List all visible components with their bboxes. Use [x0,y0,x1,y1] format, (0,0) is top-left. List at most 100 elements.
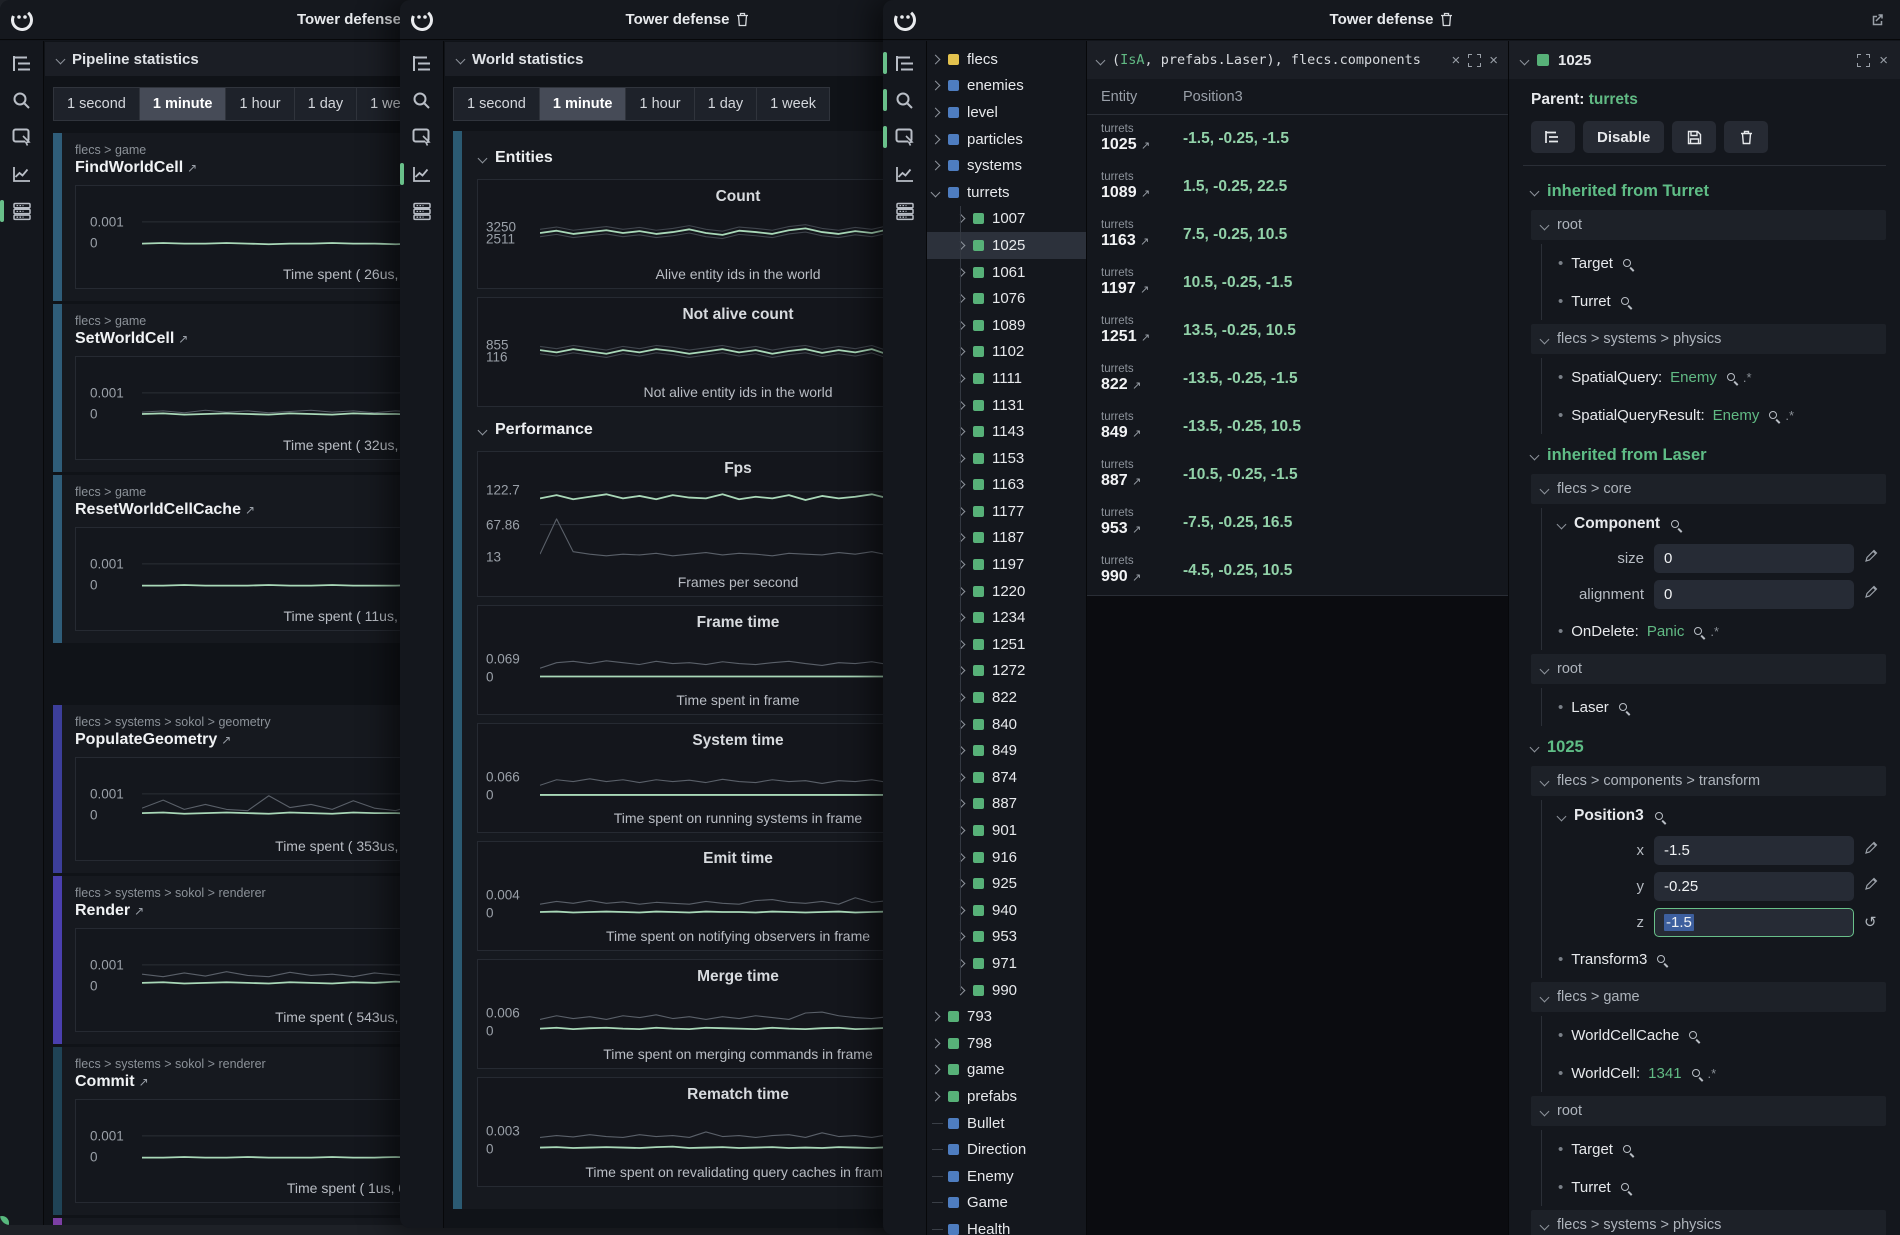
tag-value-link[interactable]: Enemy [1713,407,1760,424]
external-link-icon[interactable]: ↗ [1140,236,1149,248]
external-link-icon[interactable]: ↗ [139,1075,149,1089]
search-small-icon[interactable] [1657,955,1665,963]
entity-cell[interactable]: turrets990 ↗ [1087,555,1167,587]
chevron-down-icon[interactable] [1096,55,1106,65]
tree-item-turrets[interactable]: turrets [927,179,1086,206]
tree-item-particles[interactable]: particles [927,126,1086,153]
external-link-icon[interactable]: ↗ [178,332,188,346]
edit-pencil-icon[interactable] [1864,877,1880,896]
tree-item-953[interactable]: 953 [927,924,1086,951]
inspector-icon[interactable] [407,125,437,149]
search-small-icon[interactable] [1692,1069,1700,1077]
external-link-icon[interactable]: ↗ [1132,428,1141,440]
component-path-bar[interactable]: flecs > components > transform [1531,766,1886,796]
entity-id[interactable]: 1025 ↗ [1101,136,1167,155]
trash-icon[interactable] [1440,12,1453,27]
tree-item-prefabs[interactable]: prefabs [927,1083,1086,1110]
trash-icon[interactable] [736,12,749,27]
chevron-down-icon[interactable] [1557,811,1567,821]
disable-button[interactable]: Disable [1583,121,1664,153]
search-icon[interactable] [890,88,920,112]
external-link-icon[interactable]: ↗ [187,161,197,175]
search-small-icon[interactable] [1621,297,1629,305]
save-button[interactable] [1672,121,1716,153]
field-input-z[interactable]: -1.5 [1654,908,1854,937]
tab-1-week[interactable]: 1 week [757,88,829,120]
tag-item-Turret[interactable]: •Turret [1544,1168,1886,1206]
tree-item-901[interactable]: 901 [927,817,1086,844]
tab-1-second[interactable]: 1 second [54,88,140,120]
tree-item-1251[interactable]: 1251 [927,631,1086,658]
tree-item-Health[interactable]: Health [927,1216,1086,1235]
component-path-bar[interactable]: flecs > systems > physics [1531,1210,1886,1235]
tab-1-day[interactable]: 1 day [695,88,757,120]
field-input-y[interactable]: -0.25 [1654,872,1854,901]
entity-id[interactable]: 822 ↗ [1101,376,1167,395]
search-small-icon[interactable] [1694,627,1702,635]
tree-item-1102[interactable]: 1102 [927,339,1086,366]
search-small-icon[interactable] [1769,411,1777,419]
component-path-bar[interactable]: root [1531,1096,1886,1126]
tab-1-minute[interactable]: 1 minute [140,88,227,120]
external-link-icon[interactable]: ↗ [1132,380,1141,392]
external-link-icon[interactable]: ↗ [1141,140,1150,152]
tag-value-link[interactable]: 1341 [1648,1065,1681,1082]
tag-value-link[interactable]: Enemy [1670,369,1717,386]
component-path-bar[interactable]: flecs > game [1531,982,1886,1012]
tree-item-1131[interactable]: 1131 [927,392,1086,419]
tag-item-Target[interactable]: •Target [1544,1130,1886,1168]
tree-item-1234[interactable]: 1234 [927,604,1086,631]
tree-item-game[interactable]: game [927,1057,1086,1084]
field-input-x[interactable]: -1.5 [1654,836,1854,865]
search-small-icon[interactable] [1727,373,1735,381]
tag-item-Target[interactable]: •Target [1544,244,1886,282]
external-link-icon[interactable]: ↗ [1132,476,1141,488]
inherit-section-inherited-from-laser[interactable]: inherited from Laser [1531,440,1886,470]
chevron-right-icon[interactable] [931,1065,941,1075]
entity-cell[interactable]: turrets953 ↗ [1087,507,1167,539]
entity-id[interactable]: 887 ↗ [1101,472,1167,491]
parent-link[interactable]: turrets [1589,91,1638,108]
tree-item-840[interactable]: 840 [927,711,1086,738]
column-entity[interactable]: Entity [1087,89,1167,105]
tree-item-1089[interactable]: 1089 [927,312,1086,339]
external-link-icon[interactable]: ↗ [1140,284,1149,296]
external-link-icon[interactable]: ↗ [1141,332,1150,344]
entity-cell[interactable]: turrets1251 ↗ [1087,315,1167,347]
entity-id[interactable]: 1251 ↗ [1101,328,1167,347]
tree-item-916[interactable]: 916 [927,844,1086,871]
tag-item-Transform3[interactable]: •Transform3 [1544,940,1886,978]
tree-item-874[interactable]: 874 [927,764,1086,791]
edit-pencil-icon[interactable] [1864,585,1880,604]
tree-item-systems[interactable]: systems [927,152,1086,179]
tree-item-Game[interactable]: Game [927,1190,1086,1217]
search-icon[interactable] [407,88,437,112]
entity-cell[interactable]: turrets1197 ↗ [1087,267,1167,299]
search-small-icon[interactable] [1689,1031,1697,1039]
tab-1-hour[interactable]: 1 hour [626,88,694,120]
tree-icon[interactable] [890,51,920,75]
chevron-down-icon[interactable] [1520,55,1530,65]
inherit-section-1025[interactable]: 1025 [1531,732,1886,762]
tree-item-flecs[interactable]: flecs [927,46,1086,73]
tag-value-link[interactable]: Panic [1647,623,1685,640]
tree-item-enemies[interactable]: enemies [927,73,1086,100]
tree-item-849[interactable]: 849 [927,737,1086,764]
tree-item-1197[interactable]: 1197 [927,551,1086,578]
entity-id[interactable]: 990 ↗ [1101,568,1167,587]
entity-cell[interactable]: turrets822 ↗ [1087,363,1167,395]
column-position3[interactable]: Position3 [1167,89,1243,105]
tree-item-793[interactable]: 793 [927,1003,1086,1030]
entity-cell[interactable]: turrets1025 ↗ [1087,123,1167,155]
chevron-right-icon[interactable] [931,1038,941,1048]
tree-item-1007[interactable]: 1007 [927,206,1086,233]
edit-pencil-icon[interactable] [1864,549,1880,568]
field-input-alignment[interactable]: 0 [1654,580,1854,609]
stats-icon[interactable] [890,199,920,223]
tab-1-hour[interactable]: 1 hour [226,88,294,120]
tree-item-1076[interactable]: 1076 [927,285,1086,312]
tab-1-minute[interactable]: 1 minute [540,88,627,120]
inherit-section-inherited-from-turret[interactable]: inherited from Turret [1531,176,1886,206]
chevron-right-icon[interactable] [931,108,941,118]
search-small-icon[interactable] [1655,812,1663,820]
